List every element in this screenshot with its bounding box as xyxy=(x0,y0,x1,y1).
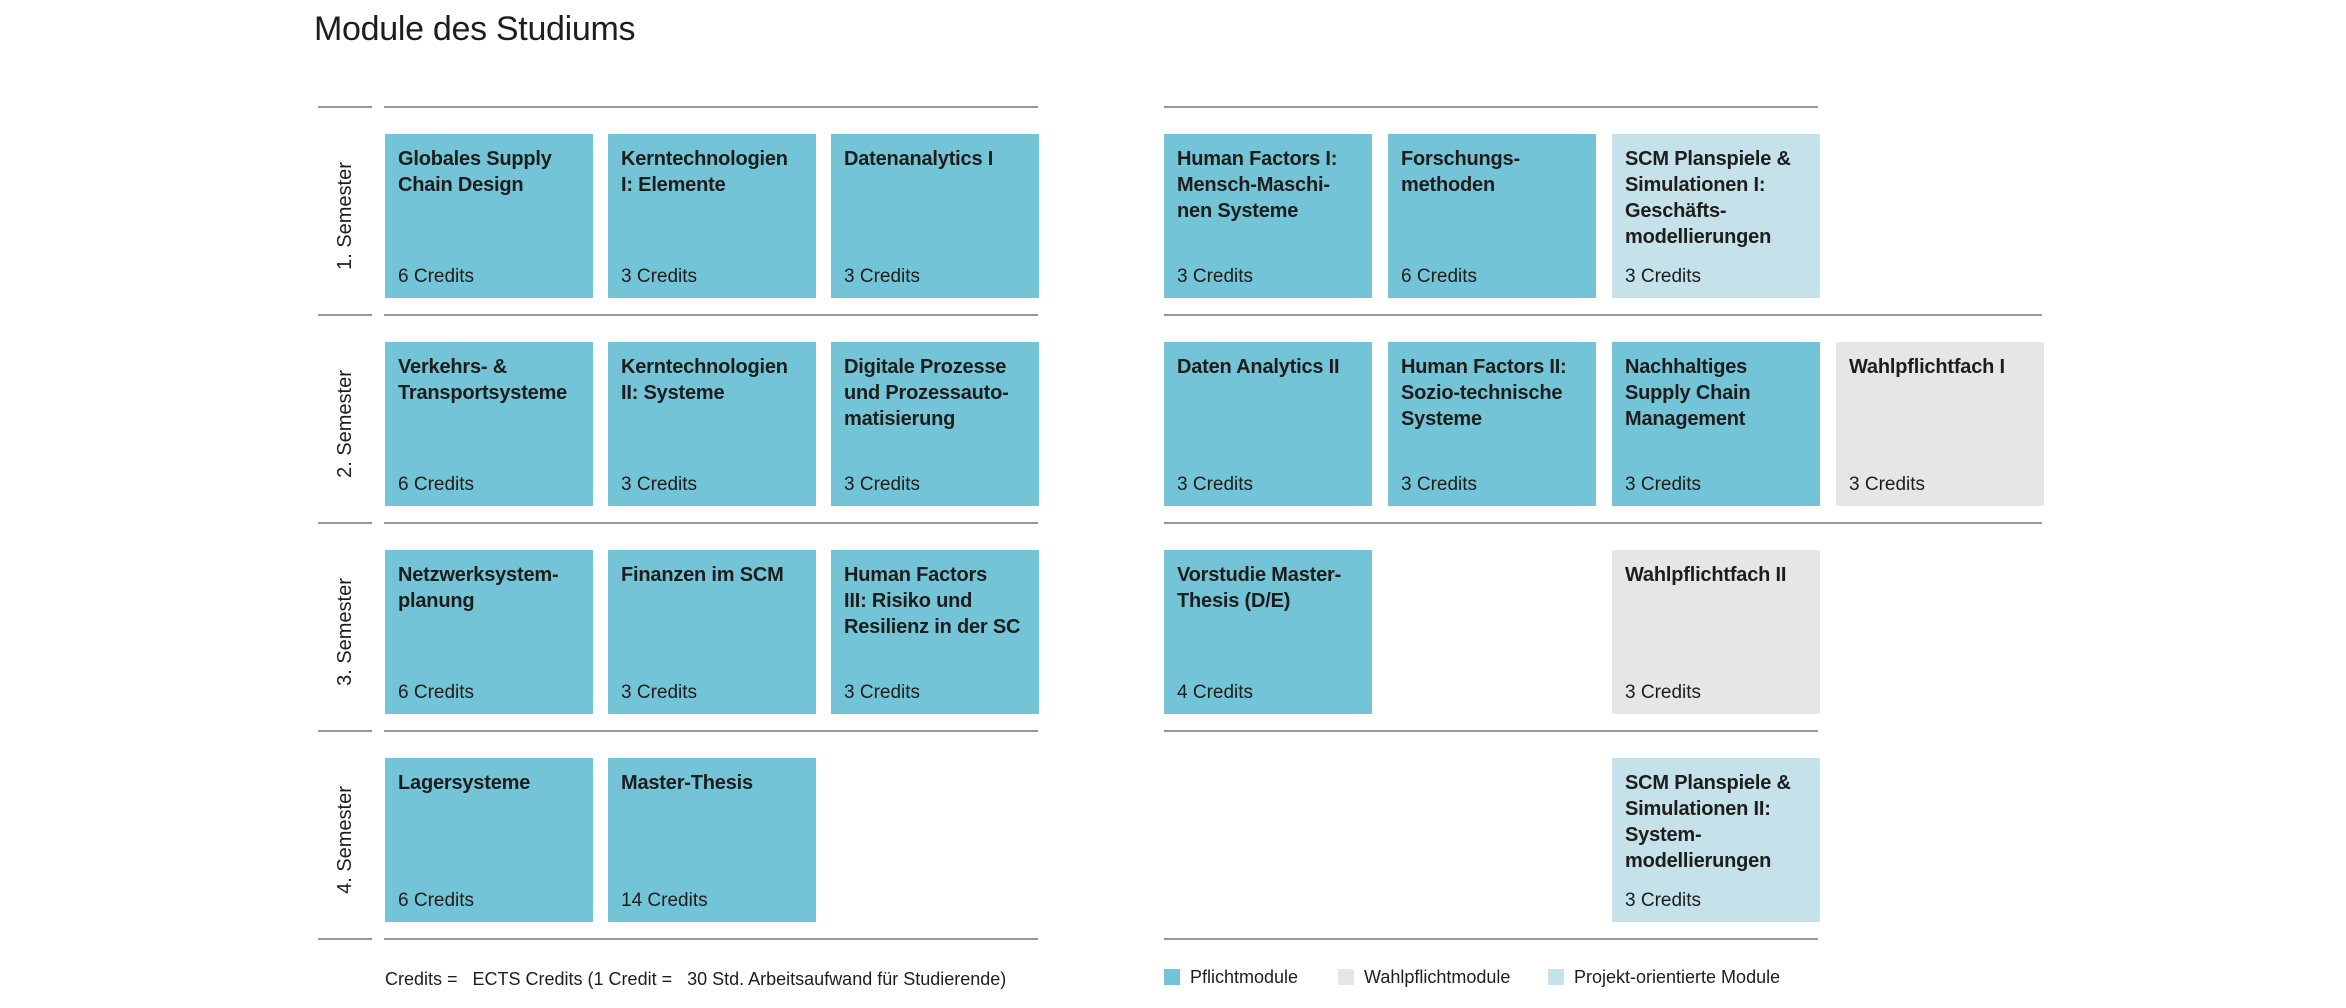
module-title: Finanzen im SCM xyxy=(621,564,784,586)
module-box: Netzwerksystem- planung 6 Credits xyxy=(385,550,593,714)
module-box: Human Factors II: Sozio-technische Syste… xyxy=(1388,342,1596,506)
separator-line xyxy=(1164,522,2042,524)
legend-item-projektmodule: Projekt-orientierte Module xyxy=(1548,966,1780,988)
module-title: Daten Analytics II xyxy=(1177,356,1340,378)
module-title: Nachhaltiges Supply Chain Management xyxy=(1625,356,1751,430)
module-box: Human Factors III: Risiko und Resilienz … xyxy=(831,550,1039,714)
module-credits: 4 Credits xyxy=(1177,682,1254,703)
module-credits: 3 Credits xyxy=(1625,682,1702,703)
separator-line xyxy=(384,314,1038,316)
module-credits: 3 Credits xyxy=(1625,266,1702,287)
module-box: Datenanalytics I 3 Credits xyxy=(831,134,1039,298)
module-title: Kerntechnologien II: Systeme xyxy=(621,356,788,404)
module-box: Wahlpflichtfach I 3 Credits xyxy=(1836,342,2044,506)
legend-label: Wahlpflichtmodule xyxy=(1364,967,1511,987)
module-title: Globales Supply Chain Design xyxy=(398,148,552,196)
module-title: Kerntechnologien I: Elemente xyxy=(621,148,788,196)
module-title: Wahlpflichtfach II xyxy=(1625,564,1787,586)
module-box: Globales Supply Chain Design 6 Credits xyxy=(385,134,593,298)
module-box: Daten Analytics II 3 Credits xyxy=(1164,342,1372,506)
module-title: Human Factors I: Mensch-Maschi- nen Syst… xyxy=(1177,148,1338,222)
module-box: SCM Planspiele & Simulationen I: Geschäf… xyxy=(1612,134,1820,298)
module-title: Verkehrs- & Transportsysteme xyxy=(398,356,568,404)
module-credits: 6 Credits xyxy=(398,266,475,287)
page-title: Module des Studiums xyxy=(314,10,636,48)
separator-line xyxy=(1164,730,1818,732)
legend-item-pflichtmodule: Pflichtmodule xyxy=(1164,966,1298,988)
module-credits: 3 Credits xyxy=(1401,474,1478,495)
separator-line xyxy=(318,938,372,940)
module-box: Wahlpflichtfach II 3 Credits xyxy=(1612,550,1820,714)
module-credits: 6 Credits xyxy=(398,890,475,911)
module-title: Human Factors III: Risiko und Resilienz … xyxy=(844,564,1021,638)
module-title: Datenanalytics I xyxy=(844,148,994,170)
module-box: Human Factors I: Mensch-Maschi- nen Syst… xyxy=(1164,134,1372,298)
module-title: Forschungs- methoden xyxy=(1401,148,1520,196)
module-credits: 3 Credits xyxy=(621,682,698,703)
module-credits: 3 Credits xyxy=(1849,474,1926,495)
separator-line xyxy=(1164,314,2042,316)
separator-line xyxy=(1164,106,1818,108)
module-title: Wahlpflichtfach I xyxy=(1849,356,2005,378)
legend-swatch-projektmodule xyxy=(1548,969,1564,985)
module-credits: 6 Credits xyxy=(398,682,475,703)
module-credits: 6 Credits xyxy=(1401,266,1478,287)
module-credits: 6 Credits xyxy=(398,474,475,495)
module-credits: 14 Credits xyxy=(621,890,708,911)
module-credits: 3 Credits xyxy=(844,266,921,287)
module-box: Verkehrs- & Transportsysteme 6 Credits xyxy=(385,342,593,506)
semester-label-1: 1. Semester xyxy=(334,162,356,270)
separator-line xyxy=(384,522,1038,524)
separator-line xyxy=(318,522,372,524)
module-box: Kerntechnologien I: Elemente 3 Credits xyxy=(608,134,816,298)
module-credits: 3 Credits xyxy=(1625,890,1702,911)
legend-swatch-pflichtmodule xyxy=(1164,969,1180,985)
module-title: SCM Planspiele & Simulationen I: Geschäf… xyxy=(1625,148,1791,248)
legend-label: Pflichtmodule xyxy=(1190,967,1299,987)
module-box: Kerntechnologien II: Systeme 3 Credits xyxy=(608,342,816,506)
module-box: Finanzen im SCM 3 Credits xyxy=(608,550,816,714)
separator-line xyxy=(318,314,372,316)
module-title: Vorstudie Master- Thesis (D/E) xyxy=(1177,564,1342,612)
module-box: Lagersysteme 6 Credits xyxy=(385,758,593,922)
module-box: Master-Thesis 14 Credits xyxy=(608,758,816,922)
separator-line xyxy=(384,106,1038,108)
semester-label-3: 3. Semester xyxy=(334,578,356,686)
legend-swatch-wahlpflichtmodule xyxy=(1338,969,1354,985)
separator-line xyxy=(1164,938,1818,940)
module-credits: 3 Credits xyxy=(1177,474,1254,495)
module-title: Netzwerksystem- planung xyxy=(398,564,559,612)
module-credits: 3 Credits xyxy=(844,474,921,495)
semester-label-2: 2. Semester xyxy=(334,370,356,478)
module-title: Lagersysteme xyxy=(398,772,531,794)
module-title: SCM Planspiele & Simulationen II: System… xyxy=(1625,772,1791,872)
module-box: SCM Planspiele & Simulationen II: System… xyxy=(1612,758,1820,922)
module-box: Forschungs- methoden 6 Credits xyxy=(1388,134,1596,298)
separator-line xyxy=(318,730,372,732)
module-credits: 3 Credits xyxy=(1177,266,1254,287)
module-box: Digitale Prozesse und Prozessauto- matis… xyxy=(831,342,1039,506)
legend-item-wahlpflichtmodule: Wahlpflichtmodule xyxy=(1338,966,1510,988)
module-box: Vorstudie Master- Thesis (D/E) 4 Credits xyxy=(1164,550,1372,714)
credits-definition-note: Credits = ECTS Credits (1 Credit = 30 St… xyxy=(385,969,1007,989)
module-credits: 3 Credits xyxy=(844,682,921,703)
legend-label: Projekt-orientierte Module xyxy=(1574,967,1781,987)
module-title: Human Factors II: Sozio-technische Syste… xyxy=(1401,356,1567,430)
module-credits: 3 Credits xyxy=(1625,474,1702,495)
module-title: Digitale Prozesse und Prozessauto- matis… xyxy=(844,356,1009,430)
semester-label-4: 4. Semester xyxy=(334,786,356,894)
separator-line xyxy=(384,730,1038,732)
separator-line xyxy=(318,106,372,108)
module-title: Master-Thesis xyxy=(621,772,753,794)
separator-line xyxy=(384,938,1038,940)
module-credits: 3 Credits xyxy=(621,474,698,495)
module-box: Nachhaltiges Supply Chain Management 3 C… xyxy=(1612,342,1820,506)
module-credits: 3 Credits xyxy=(621,266,698,287)
